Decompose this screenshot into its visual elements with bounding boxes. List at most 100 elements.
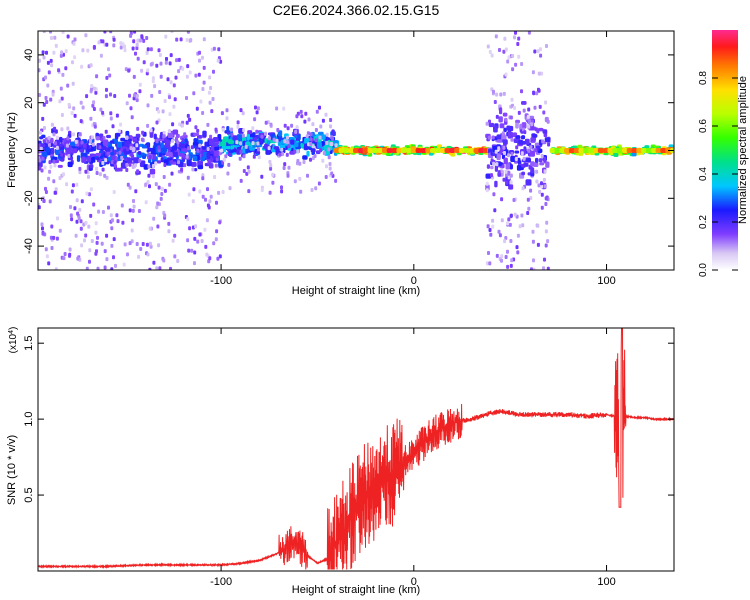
heatmap-cell (84, 233, 88, 238)
heatmap-cell (95, 152, 102, 157)
heatmap-cell (135, 46, 139, 51)
heatmap-cell (149, 128, 153, 133)
heatmap-cell (48, 160, 52, 165)
heatmap-cell (201, 87, 205, 91)
heatmap-cell (148, 241, 152, 246)
heatmap-cell (302, 155, 308, 160)
heatmap-cell (494, 34, 498, 39)
heatmap-cell (49, 164, 53, 169)
heatmap-cell (157, 48, 161, 53)
heatmap-cell (117, 141, 122, 148)
heatmap-cell (131, 208, 135, 213)
heatmap-cell (80, 199, 84, 204)
heatmap-cell (542, 266, 545, 270)
heatmap-cell (543, 257, 546, 262)
heatmap-cell (153, 133, 157, 140)
heatmap-cell (299, 109, 303, 114)
heatmap-cell (271, 172, 275, 177)
heatmap-cell (136, 169, 140, 174)
heatmap-cell (210, 150, 214, 155)
heatmap-cell (89, 116, 93, 121)
heatmap-cell (490, 53, 494, 58)
heatmap-cell (42, 139, 46, 144)
heatmap-cell (331, 129, 335, 136)
heatmap-cell (78, 166, 82, 171)
heatmap-cell (105, 233, 109, 238)
heatmap-cell (160, 186, 164, 191)
heatmap-cell (293, 149, 297, 154)
heatmap-cell (178, 122, 182, 127)
heatmap-cell (583, 148, 590, 153)
heatmap-cell (478, 148, 485, 153)
heatmap-cell (55, 149, 59, 155)
heatmap-cell (509, 239, 513, 243)
heatmap-cell (38, 93, 42, 97)
heatmap-cell (142, 38, 146, 43)
heatmap-cell (170, 31, 174, 34)
heatmap-cell (224, 154, 228, 159)
heatmap-cell (631, 148, 638, 153)
heatmap-cell (135, 42, 139, 47)
heatmap-cell (192, 91, 196, 96)
heatmap-cell (159, 196, 163, 201)
heatmap-cell (87, 174, 90, 179)
heatmap-cell (131, 148, 135, 153)
heatmap-cell (510, 258, 514, 263)
heatmap-cell (202, 65, 206, 70)
heatmap-cell (298, 176, 302, 181)
heatmap-cell (313, 154, 317, 158)
heatmap-cell (79, 226, 83, 231)
heatmap-cell (55, 236, 59, 241)
heatmap-cell (546, 119, 550, 124)
heatmap-cell (325, 141, 329, 145)
heatmap-cell (494, 149, 498, 154)
heatmap-cell (499, 107, 503, 115)
heatmap-cell (527, 124, 530, 129)
heatmap-cell (160, 142, 164, 149)
heatmap-cell (119, 45, 123, 50)
heatmap-cell (500, 197, 504, 202)
heatmap-cell (78, 170, 82, 175)
heatmap-cell (103, 173, 107, 178)
heatmap-cell (62, 172, 65, 177)
heatmap-cell (148, 267, 152, 270)
heatmap-cell (516, 165, 522, 171)
heatmap-cell (103, 31, 107, 34)
heatmap-cell (527, 31, 531, 35)
heatmap-cell (115, 213, 119, 218)
heatmap-cell (95, 166, 99, 171)
heatmap-cell (503, 139, 508, 145)
heatmap-cell (537, 127, 544, 132)
heatmap-cell (103, 265, 107, 270)
heatmap-cell (119, 167, 123, 172)
heatmap-cell (230, 145, 235, 150)
heatmap-cell (504, 72, 508, 77)
heatmap-cell (272, 137, 276, 142)
heatmap-cell (497, 170, 501, 175)
heatmap-cell (159, 134, 163, 140)
heatmap-cell (52, 50, 56, 55)
heatmap-cell (172, 145, 177, 151)
heatmap-cell (186, 113, 190, 118)
heatmap-cell (50, 224, 54, 229)
heatmap-cell (239, 141, 242, 146)
heatmap-cell (309, 132, 313, 137)
heatmap-cell (44, 75, 47, 80)
heatmap-cell (280, 189, 284, 194)
heatmap-cell (153, 84, 157, 89)
heatmap-cell (89, 87, 93, 92)
heatmap-cell (525, 158, 531, 163)
heatmap-cell (172, 104, 176, 109)
heatmap-cell (215, 229, 219, 234)
heatmap-cell (55, 135, 59, 140)
heatmap-cell (296, 149, 300, 154)
heatmap-cell (530, 122, 534, 127)
heatmap-cell (109, 31, 113, 34)
heatmap-cell (166, 77, 170, 82)
heatmap-cell (192, 155, 198, 162)
heatmap-cell (203, 227, 207, 232)
heatmap-cell (319, 124, 323, 129)
heatmap-cell (526, 114, 530, 119)
heatmap-cell (310, 148, 316, 153)
heatmap-cell (307, 117, 311, 122)
